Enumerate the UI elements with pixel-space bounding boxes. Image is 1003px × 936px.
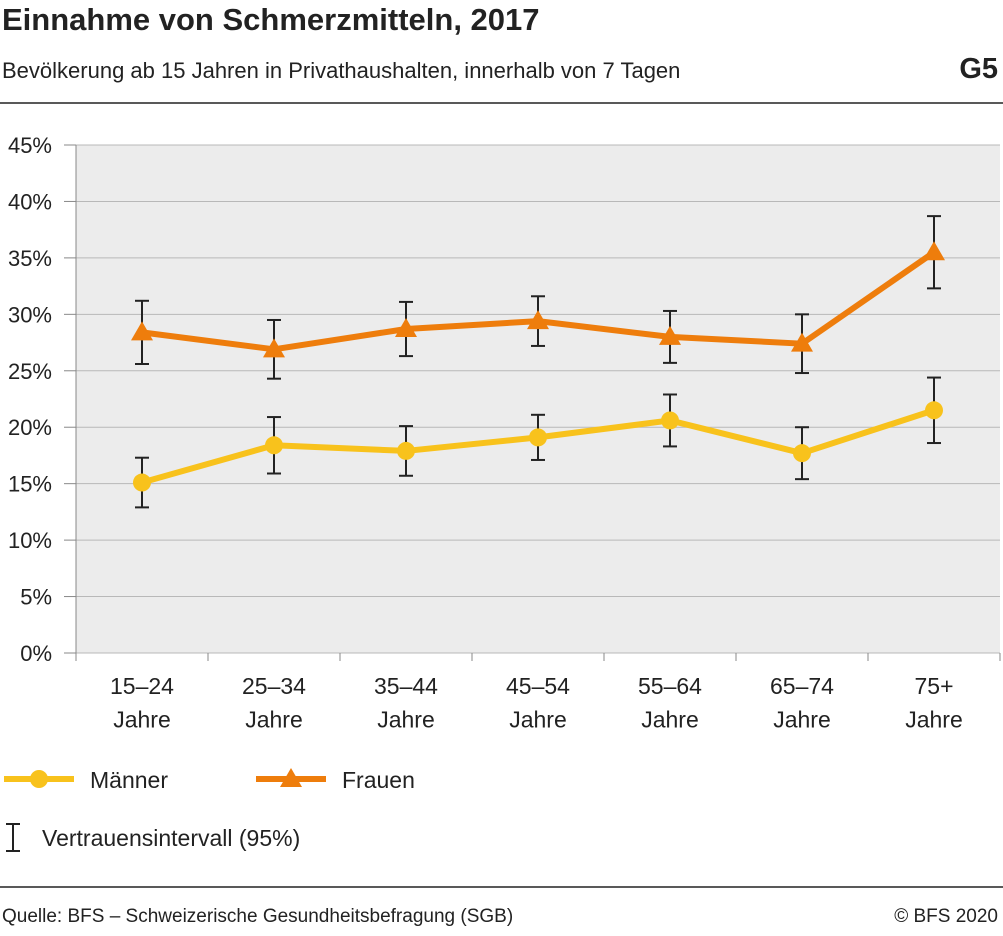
marker bbox=[131, 321, 153, 341]
marker bbox=[280, 768, 302, 787]
x-tick-label: 65–74 Jahre bbox=[770, 673, 834, 732]
legend-label: Männer bbox=[90, 767, 168, 793]
y-tick-label: 45% bbox=[8, 133, 52, 158]
marker bbox=[527, 310, 549, 330]
marker bbox=[263, 338, 285, 358]
x-tick-label: 25–34 Jahre bbox=[242, 673, 306, 732]
chart-subtitle: Bevölkerung ab 15 Jahren in Privathausha… bbox=[2, 58, 680, 83]
y-tick-label: 30% bbox=[8, 302, 52, 327]
x-tick-label: 75+ Jahre bbox=[905, 673, 963, 732]
marker bbox=[265, 436, 283, 455]
x-tick-label: 35–44 Jahre bbox=[374, 673, 438, 732]
y-tick-label: 15% bbox=[8, 472, 52, 497]
y-tick-label: 35% bbox=[8, 246, 52, 271]
legend-label: Frauen bbox=[342, 767, 415, 793]
y-tick-label: 5% bbox=[20, 585, 52, 610]
chart-id: G5 bbox=[959, 53, 998, 85]
marker bbox=[133, 473, 151, 492]
chart-title: Einnahme von Schmerzmitteln, 2017 bbox=[2, 2, 540, 37]
y-tick-label: 10% bbox=[8, 528, 52, 553]
x-tick-label: 15–24 Jahre bbox=[110, 673, 174, 732]
marker bbox=[793, 444, 811, 463]
ci-legend-icon bbox=[6, 823, 20, 852]
y-tick-label: 0% bbox=[20, 641, 52, 666]
marker bbox=[30, 770, 48, 788]
copyright: © BFS 2020 bbox=[894, 906, 998, 927]
plot-area bbox=[76, 145, 1000, 653]
source: Quelle: BFS – Schweizerische Gesundheits… bbox=[2, 906, 513, 927]
marker bbox=[925, 401, 943, 420]
marker bbox=[661, 411, 679, 430]
y-tick-label: 40% bbox=[8, 189, 52, 214]
y-tick-label: 20% bbox=[8, 415, 52, 440]
series bbox=[133, 376, 943, 509]
x-tick-label: 45–54 Jahre bbox=[506, 673, 570, 732]
marker bbox=[659, 325, 681, 345]
marker bbox=[923, 241, 945, 261]
ci-legend-label: Vertrauensintervall (95%) bbox=[42, 825, 300, 851]
marker bbox=[397, 441, 415, 460]
y-tick-label: 25% bbox=[8, 359, 52, 384]
marker bbox=[529, 428, 547, 447]
marker bbox=[395, 318, 417, 338]
series bbox=[131, 215, 945, 380]
x-tick-label: 55–64 Jahre bbox=[638, 673, 702, 732]
marker bbox=[791, 332, 813, 352]
